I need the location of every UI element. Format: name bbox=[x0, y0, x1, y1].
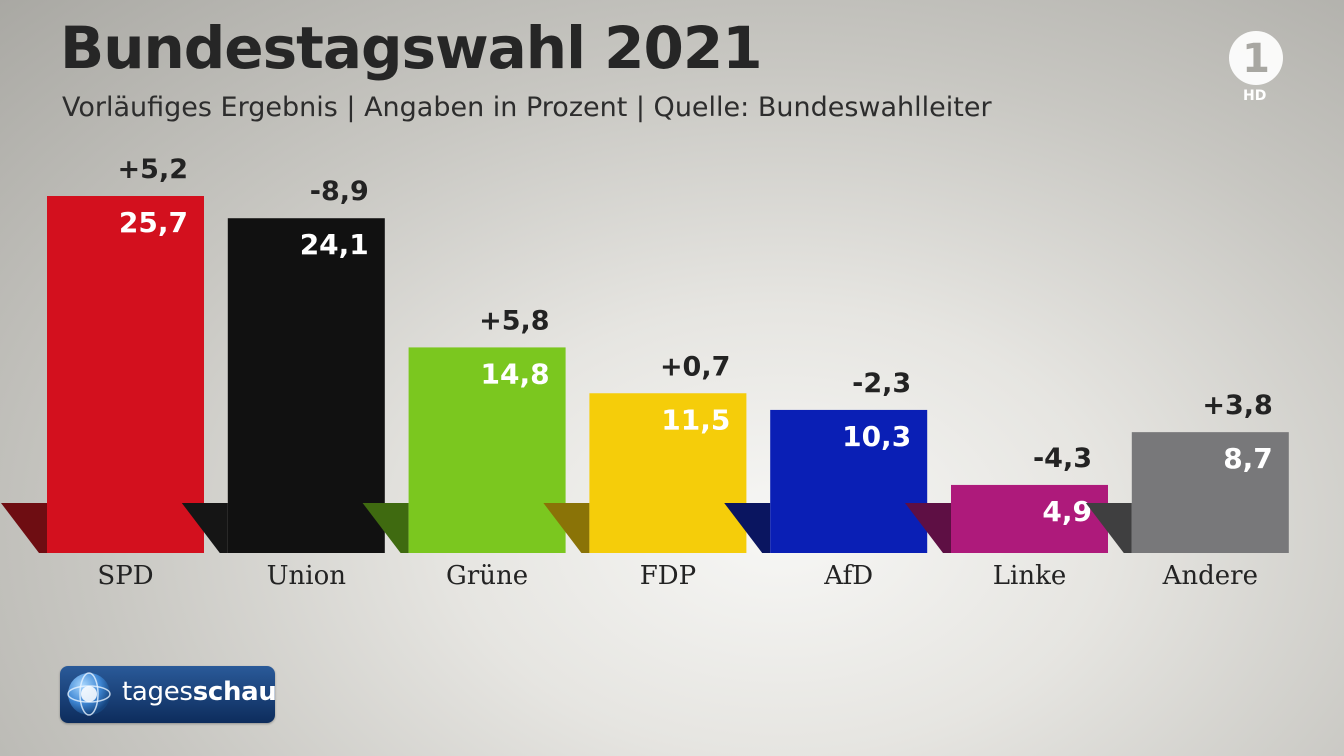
value-label-2: 14,8 bbox=[481, 357, 550, 390]
change-label-4: -2,3 bbox=[852, 368, 911, 399]
value-label-4: 10,3 bbox=[842, 420, 911, 453]
value-label-5: 4,9 bbox=[1042, 495, 1092, 528]
category-label-5: Linke bbox=[993, 561, 1066, 591]
bar-0 bbox=[47, 196, 204, 553]
bar-6 bbox=[1131, 432, 1289, 553]
category-label-1: Union bbox=[267, 561, 347, 591]
page-subtitle: Vorläufiges Ergebnis | Angaben in Prozen… bbox=[62, 92, 992, 123]
bar-5 bbox=[951, 484, 1108, 553]
bar-shadow-4 bbox=[724, 503, 771, 553]
tagesschau-wordmark: tagesschau bbox=[122, 677, 277, 707]
hd-badge: HD bbox=[1243, 88, 1267, 104]
globe-icon bbox=[67, 672, 111, 716]
bar-4 bbox=[770, 409, 928, 553]
page-title: Bundestagswahl 2021 bbox=[60, 14, 763, 82]
category-label-4: AfD bbox=[823, 561, 873, 591]
bar-shadow-2 bbox=[362, 503, 409, 553]
change-label-1: -8,9 bbox=[310, 176, 369, 207]
bar-3 bbox=[589, 393, 747, 553]
change-label-3: +0,7 bbox=[660, 351, 730, 382]
bar-shadow-1 bbox=[181, 503, 228, 553]
value-label-3: 11,5 bbox=[661, 403, 730, 436]
change-label-0: +5,2 bbox=[118, 154, 188, 185]
value-label-0: 25,7 bbox=[119, 206, 188, 239]
tagesschau-word-part1: tages bbox=[122, 677, 193, 707]
category-label-2: Grüne bbox=[446, 561, 528, 591]
bar-2 bbox=[408, 347, 566, 553]
bar-shadow-6 bbox=[1085, 503, 1132, 553]
change-label-5: -4,3 bbox=[1033, 443, 1092, 474]
ard-logo-text: 1 bbox=[1242, 36, 1270, 82]
tagesschau-logo: tagesschau bbox=[60, 666, 277, 723]
bar-shadow-3 bbox=[543, 503, 590, 553]
bar-shadow-5 bbox=[905, 503, 951, 553]
bar-shadow-0 bbox=[1, 503, 47, 553]
category-label-0: SPD bbox=[97, 561, 153, 591]
value-label-6: 8,7 bbox=[1223, 442, 1273, 475]
bar-1 bbox=[227, 218, 385, 553]
category-label-3: FDP bbox=[640, 561, 696, 591]
change-label-6: +3,8 bbox=[1202, 390, 1272, 421]
tagesschau-word-part2: schau bbox=[192, 677, 277, 707]
change-label-2: +5,8 bbox=[479, 305, 549, 336]
ard-logo: 1 bbox=[1229, 31, 1283, 85]
category-label-6: Andere bbox=[1162, 561, 1258, 591]
value-label-1: 24,1 bbox=[300, 228, 369, 261]
